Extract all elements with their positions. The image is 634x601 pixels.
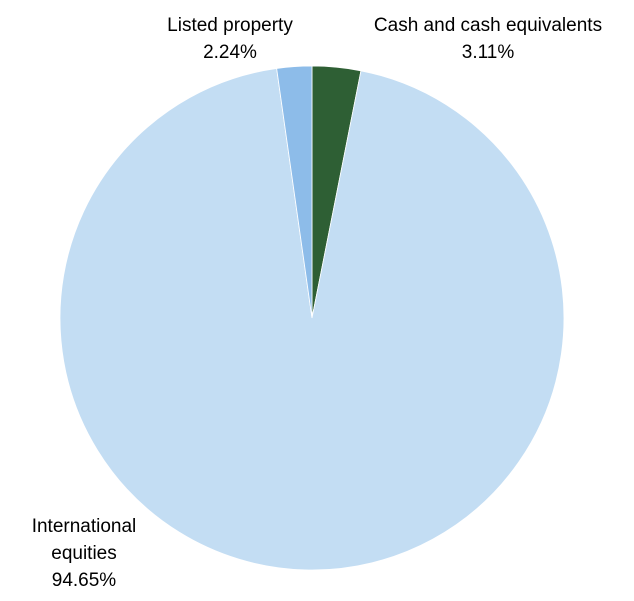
slice-name-intl-line-1: International	[31, 516, 137, 537]
pie-slice-listed-property	[276, 65, 313, 319]
slice-value-property: 2.24%	[203, 42, 257, 63]
slice-value-cash: 3.11%	[461, 42, 515, 63]
data-label-cash-and-cash-equivalents: Cash and cash equivalents 3.11%	[348, 12, 628, 66]
slice-name-cash-line-1: Cash and cash equivalents	[373, 15, 603, 36]
slice-value-intl: 94.65%	[51, 570, 117, 591]
data-label-international-equities: International equities 94.65%	[4, 513, 164, 594]
slice-name-intl-line-2: equities	[51, 543, 117, 564]
pie-slice-international-equities	[59, 68, 565, 571]
data-label-listed-property: Listed property 2.24%	[140, 12, 320, 66]
slice-name-property-line-1: Listed property	[167, 15, 293, 36]
